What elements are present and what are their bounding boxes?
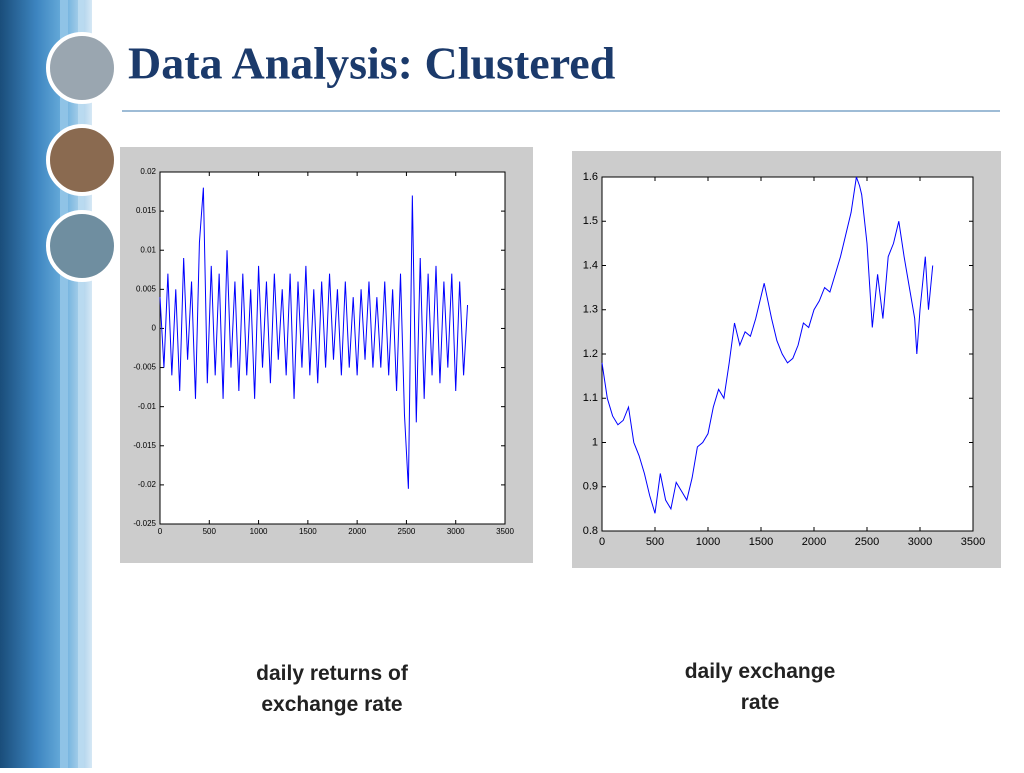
photo-icon: [46, 32, 118, 104]
x-tick-label: 0: [599, 536, 605, 548]
y-tick-label: 0.005: [136, 284, 157, 293]
y-tick-label: -0.005: [133, 363, 156, 372]
y-tick-label: -0.015: [133, 441, 156, 450]
photo-icon: [46, 210, 118, 282]
caption: daily exchange rate: [685, 660, 836, 714]
x-tick-label: 1500: [299, 527, 317, 536]
x-tick-label: 0: [158, 527, 163, 536]
plot-area: [601, 176, 974, 532]
x-tick-label: 3000: [908, 536, 932, 548]
x-tick-label: 1500: [749, 536, 773, 548]
side-stripe: [60, 0, 68, 768]
y-tick-label: -0.025: [133, 519, 156, 528]
y-tick-label: 1.5: [583, 215, 598, 227]
side-stripe: [78, 0, 84, 768]
caption: daily returns of exchange rate: [256, 662, 409, 716]
x-tick-label: 1000: [250, 527, 268, 536]
y-tick-label: 1.4: [583, 259, 598, 271]
x-tick-label: 2000: [348, 527, 366, 536]
x-tick-label: 2000: [802, 536, 826, 548]
y-tick-label: 0: [152, 324, 157, 333]
y-tick-label: 0.01: [140, 245, 156, 254]
y-tick-label: -0.02: [138, 480, 157, 489]
x-tick-label: 2500: [398, 527, 416, 536]
y-tick-label: 1.6: [583, 171, 598, 183]
x-tick-label: 2500: [855, 536, 879, 548]
y-tick-label: 0.02: [140, 167, 156, 176]
data-line: [601, 176, 934, 514]
x-tick-label: 500: [203, 527, 217, 536]
y-tick-label: 1.3: [583, 304, 598, 316]
y-tick-label: -0.01: [138, 402, 157, 411]
y-tick-label: 0.9: [583, 481, 598, 493]
photo-icon: [46, 124, 118, 196]
slide-title: Data Analysis: Clustered: [128, 38, 616, 89]
y-tick-label: 0.015: [136, 206, 157, 215]
x-tick-label: 500: [646, 536, 664, 548]
y-tick-label: 0.8: [583, 525, 598, 537]
x-tick-label: 1000: [696, 536, 720, 548]
y-tick-label: 1.1: [583, 392, 598, 404]
y-tick-label: 1: [592, 436, 598, 448]
x-tick-label: 3500: [961, 536, 985, 548]
data-line: [159, 187, 469, 489]
y-tick-label: 1.2: [583, 348, 598, 360]
x-tick-label: 3500: [496, 527, 514, 536]
x-tick-label: 3000: [447, 527, 465, 536]
